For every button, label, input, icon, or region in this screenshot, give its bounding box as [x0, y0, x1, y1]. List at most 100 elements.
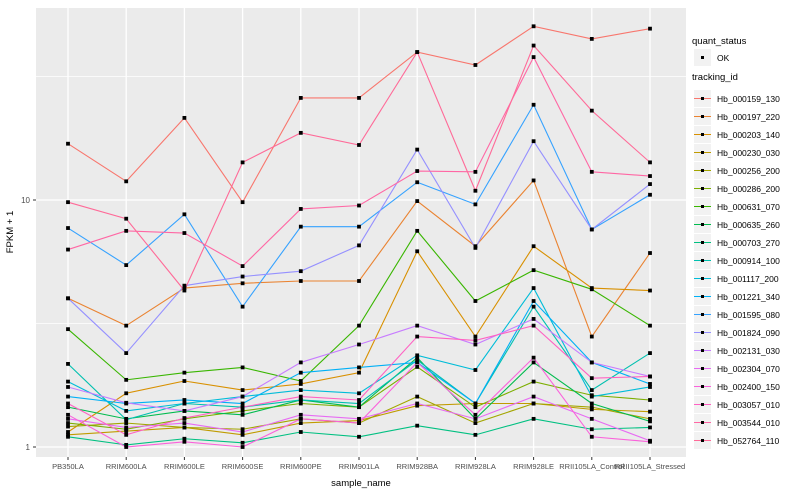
data-point	[124, 228, 129, 233]
data-point	[66, 432, 70, 437]
point-marker-icon	[700, 204, 705, 209]
y-tick-label: 10	[21, 196, 30, 205]
legend-key-swatch	[694, 432, 711, 449]
legend-item-Hb_000230_030: Hb_000230_030	[694, 144, 780, 161]
point-marker-icon	[700, 312, 705, 317]
data-point	[415, 360, 420, 365]
data-point	[298, 398, 303, 402]
data-point	[66, 296, 70, 301]
data-point	[182, 379, 187, 383]
x-tick-label: RRIM600LA	[106, 462, 147, 471]
data-point	[531, 299, 536, 303]
data-point	[182, 115, 187, 120]
legend-key-swatch	[694, 414, 711, 431]
legend-item-Hb_000635_260: Hb_000635_260	[694, 216, 780, 233]
data-point	[240, 432, 245, 437]
legend-key-swatch	[694, 360, 711, 377]
legend-key-swatch	[694, 378, 711, 395]
data-point	[66, 416, 70, 421]
data-point	[357, 401, 361, 406]
legend-item-Hb_000256_200: Hb_000256_200	[694, 162, 780, 179]
data-point	[298, 96, 303, 100]
legend-item-Hb_002131_030: Hb_002131_030	[694, 342, 780, 359]
data-point	[240, 281, 245, 286]
data-point	[589, 405, 594, 410]
legend-item-label: Hb_000256_200	[717, 165, 780, 176]
data-point	[66, 385, 70, 389]
data-point	[415, 334, 420, 339]
data-point	[415, 249, 420, 254]
x-tick-label: RRIM901LA	[339, 462, 380, 471]
legend-key-swatch	[694, 162, 711, 179]
points-layer	[66, 24, 652, 449]
x-axis-title: sample_name	[331, 478, 391, 489]
point-marker-icon	[700, 114, 705, 119]
data-point	[240, 409, 245, 413]
data-point	[182, 416, 187, 420]
data-point	[531, 102, 536, 107]
data-point	[589, 334, 594, 339]
data-point	[415, 394, 420, 399]
data-point	[531, 55, 536, 59]
data-point	[589, 169, 594, 174]
legend-item-label: Hb_052764_110	[717, 435, 780, 446]
data-point	[589, 394, 594, 399]
data-point	[648, 182, 652, 186]
data-point	[415, 401, 420, 406]
legend-key-swatch	[694, 108, 711, 125]
legend-item-label: Hb_000230_030	[717, 147, 780, 158]
data-point	[240, 412, 245, 417]
data-point	[648, 174, 652, 178]
data-point	[648, 425, 652, 430]
data-point	[589, 427, 594, 432]
data-point	[648, 160, 652, 165]
data-point	[473, 299, 478, 303]
data-point	[240, 427, 245, 432]
legend-item-label: Hb_003544_010	[717, 417, 780, 428]
data-point	[648, 323, 652, 328]
legend-item-Hb_000159_130: Hb_000159_130	[694, 90, 780, 107]
data-point	[124, 432, 129, 437]
data-point	[124, 263, 129, 268]
y-axis-title: FPKM + 1	[5, 211, 16, 254]
data-point	[66, 430, 70, 434]
legend-item-label: Hb_000159_130	[717, 93, 780, 104]
data-point	[648, 409, 652, 414]
data-point	[589, 407, 594, 412]
data-point	[531, 24, 536, 29]
legend-key-swatch	[694, 180, 711, 197]
legend-item-label: Hb_001824_090	[717, 327, 780, 338]
data-point	[124, 425, 129, 430]
point-marker-icon	[700, 384, 705, 389]
legend-item-label: Hb_000914_100	[717, 255, 780, 266]
data-point	[357, 391, 361, 396]
point-marker-icon	[700, 402, 705, 407]
data-point	[124, 351, 129, 355]
data-point	[648, 419, 652, 424]
legend-key-swatch	[694, 306, 711, 323]
data-point	[240, 394, 245, 399]
data-point	[357, 143, 361, 147]
legend-key-swatch	[694, 126, 711, 143]
data-point	[240, 365, 245, 370]
data-point	[240, 388, 245, 392]
legend-item-label: Hb_002400_150	[717, 381, 780, 392]
data-point	[66, 394, 70, 399]
point-marker-icon	[700, 150, 705, 155]
legend-item-label: Hb_002304_070	[717, 363, 780, 374]
data-point	[473, 405, 478, 410]
data-point	[589, 360, 594, 365]
data-point	[66, 401, 70, 406]
legend-item-label: Hb_000635_260	[717, 219, 780, 230]
data-point	[298, 207, 303, 211]
data-point	[473, 368, 478, 372]
legend-key-swatch	[694, 324, 711, 341]
data-point	[240, 440, 245, 445]
data-point	[182, 283, 187, 288]
data-point	[66, 247, 70, 252]
data-point	[531, 244, 536, 249]
data-point	[240, 160, 245, 165]
data-point	[357, 434, 361, 439]
data-point	[124, 391, 129, 396]
data-point	[66, 226, 70, 230]
